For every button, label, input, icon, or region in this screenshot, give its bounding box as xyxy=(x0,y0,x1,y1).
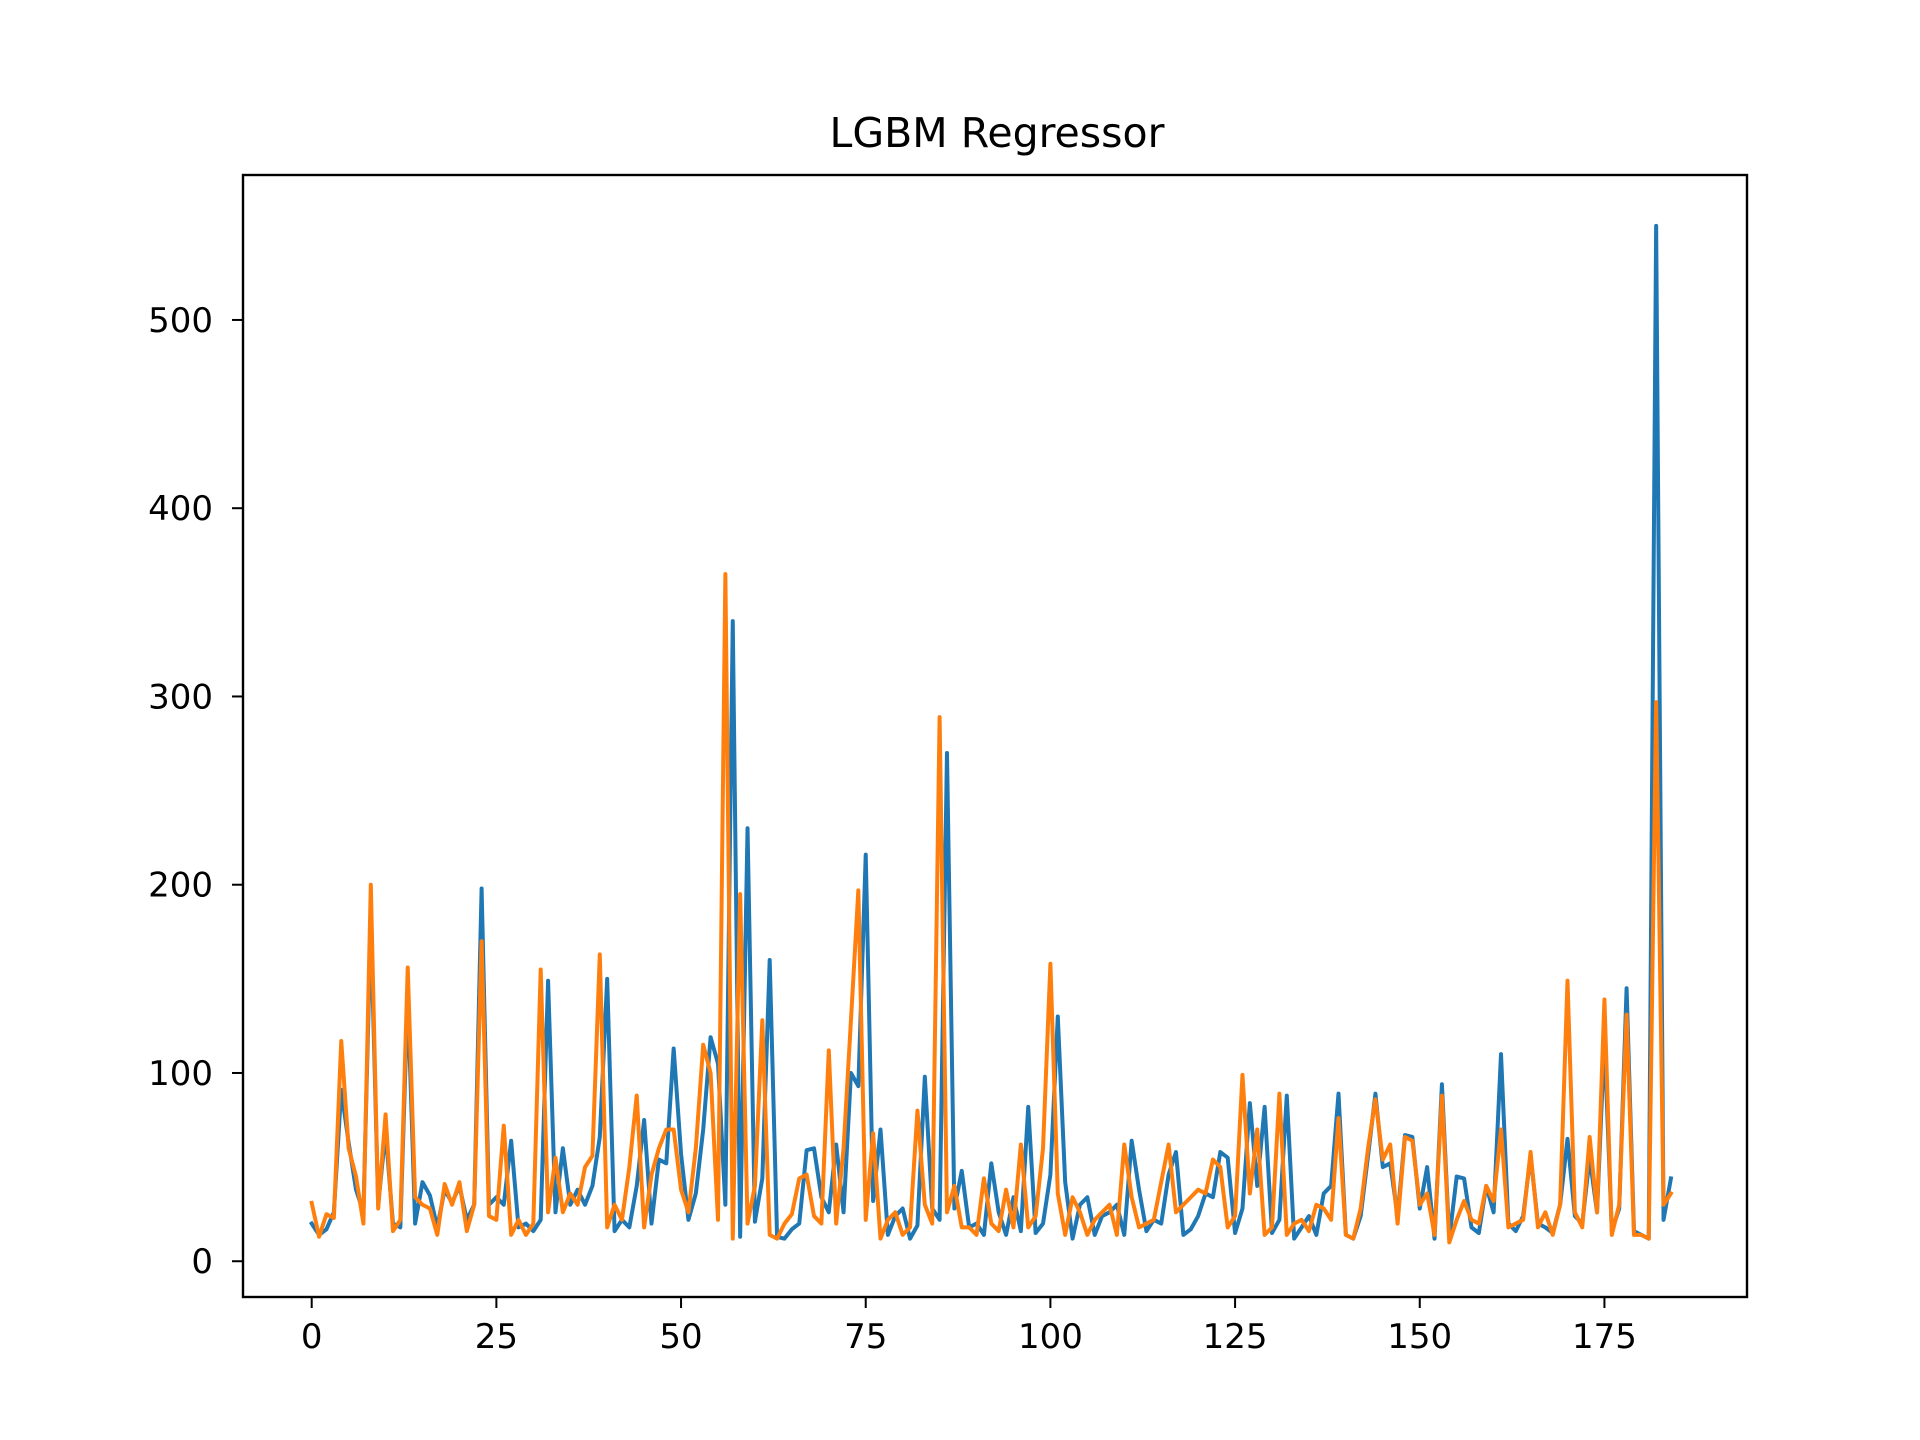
chart-title: LGBM Regressor xyxy=(830,109,1165,157)
y-tick-label: 0 xyxy=(191,1242,213,1282)
y-tick-label: 500 xyxy=(148,301,213,341)
x-tick-label: 50 xyxy=(659,1317,702,1357)
x-tick-label: 150 xyxy=(1387,1317,1452,1357)
x-tick-label: 100 xyxy=(1018,1317,1083,1357)
x-tick-label: 175 xyxy=(1572,1317,1637,1357)
plot-frame xyxy=(241,173,1749,1299)
series-line-1 xyxy=(308,223,1674,1241)
x-tick-label: 0 xyxy=(301,1317,323,1357)
x-tick-label: 75 xyxy=(844,1317,887,1357)
x-tick-label: 125 xyxy=(1203,1317,1268,1357)
series-layer xyxy=(308,223,1674,1245)
y-tick-label: 400 xyxy=(148,489,213,529)
y-tick-label: 100 xyxy=(148,1054,213,1094)
x-tick-label: 25 xyxy=(475,1317,518,1357)
series-line-2 xyxy=(309,572,1674,1245)
y-axis-ticks: 0 100 200 300 400 500 xyxy=(148,301,243,1282)
y-tick-label: 300 xyxy=(148,677,213,717)
y-tick-label: 200 xyxy=(148,866,213,906)
x-axis-ticks: 0 25 50 75 100 125 150 175 xyxy=(301,1297,1637,1357)
